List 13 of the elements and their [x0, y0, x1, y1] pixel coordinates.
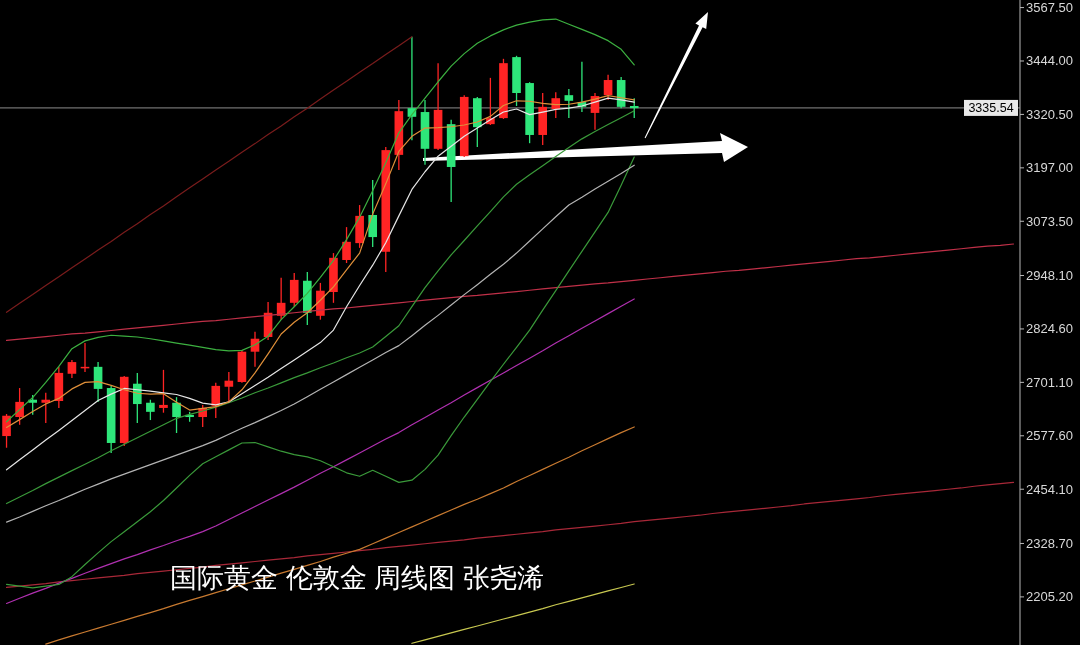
y-tick-label: 2948.10: [1026, 268, 1073, 283]
y-tick-label: 2577.60: [1026, 428, 1073, 444]
y-tick-label: 3567.50: [1026, 0, 1073, 16]
y-tick-label: 2454.10: [1026, 481, 1073, 497]
y-tick-label: 2328.70: [1026, 535, 1073, 551]
y-tick-label: 2205.20: [1026, 589, 1073, 605]
ref-line-label: 3335.54: [968, 100, 1014, 115]
y-tick-label: 3073.50: [1026, 213, 1073, 229]
y-tick-label: 3444.00: [1026, 53, 1073, 69]
y-tick-label: 2824.60: [1026, 321, 1073, 337]
y-tick-label: 2701.10: [1026, 374, 1073, 390]
y-tick-label: 3197.00: [1026, 160, 1073, 176]
y-tick-label: 3320.50: [1026, 106, 1073, 122]
